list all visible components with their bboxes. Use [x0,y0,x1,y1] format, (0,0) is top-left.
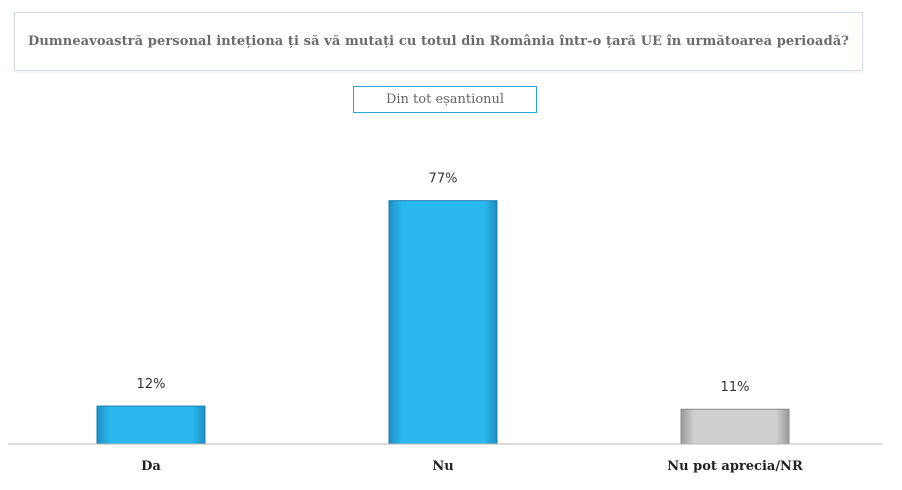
category-label: Da [141,459,161,474]
chart-title-box: Dumneavoastră personal inteționa ți să v… [14,12,863,71]
bar-da [96,405,206,445]
chart-title: Dumneavoastră personal inteționa ți să v… [27,34,850,49]
chart-subtitle-box: Din tot eșantionul [353,86,537,113]
bar-nu-pot-aprecia-nr [680,408,790,445]
bar-nu [388,200,498,445]
data-label: 11% [721,380,750,395]
category-label: Nu [432,459,453,474]
data-label: 12% [137,377,166,392]
data-label: 77% [429,172,458,187]
chart-subtitle: Din tot eșantionul [385,92,505,107]
category-label: Nu pot aprecia/NR [667,459,803,474]
